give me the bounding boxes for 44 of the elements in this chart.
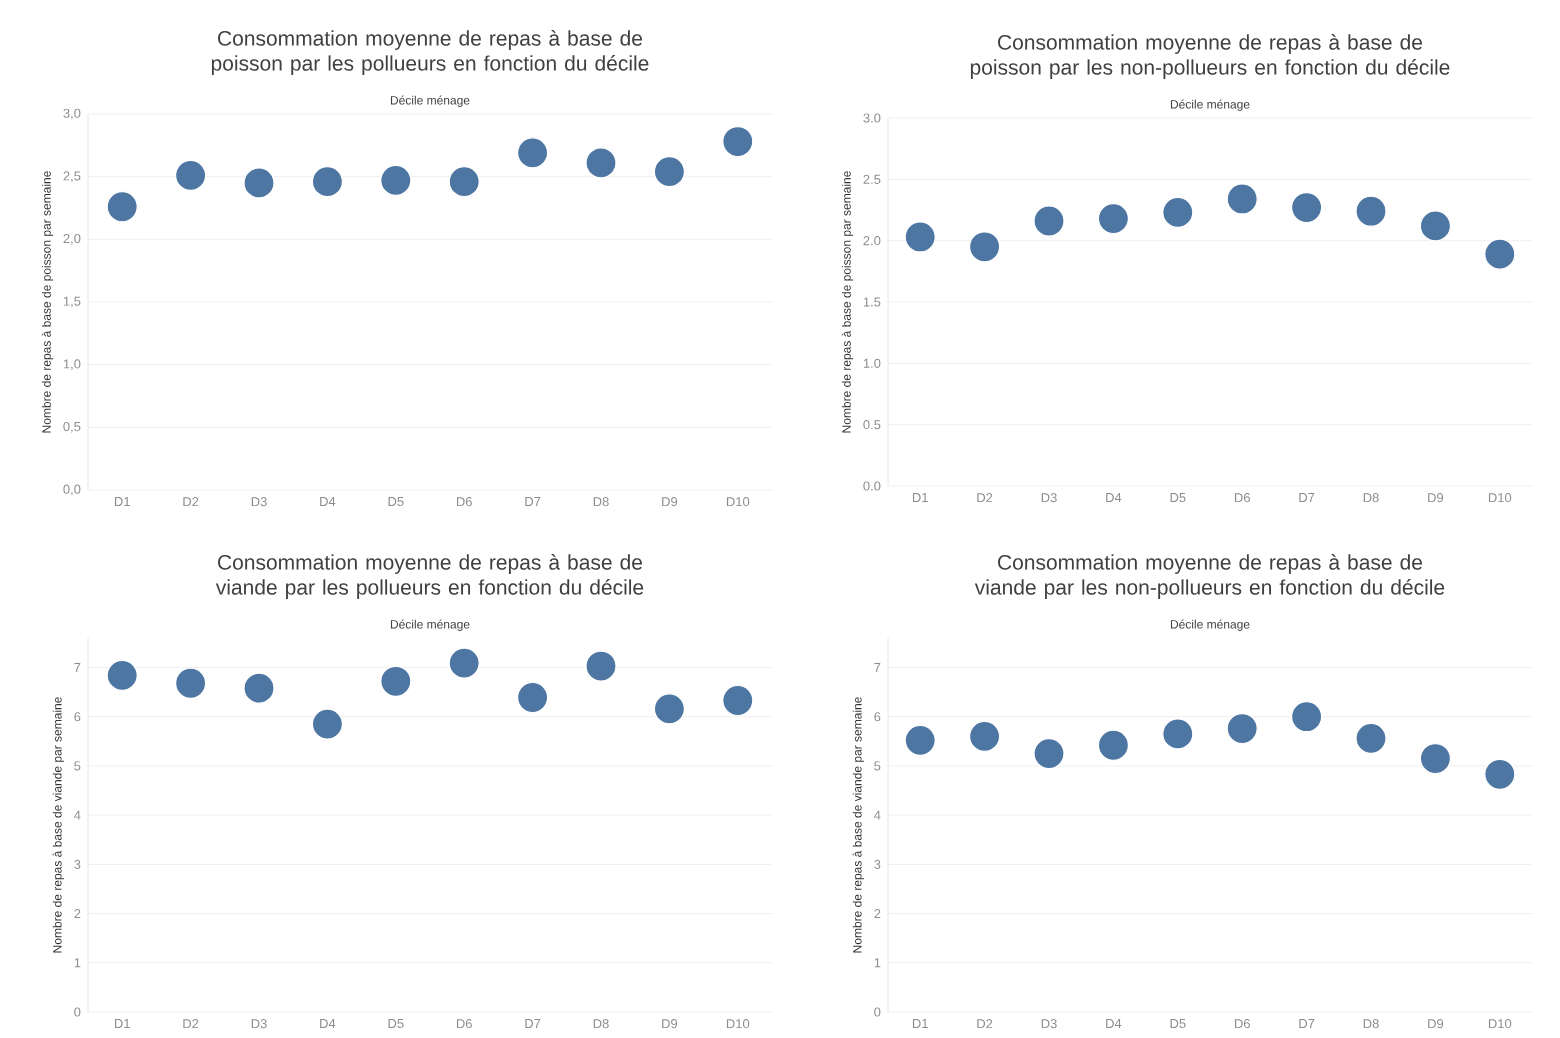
point: [653, 156, 685, 188]
point: [969, 720, 1001, 752]
point: [1291, 191, 1323, 224]
point: [311, 166, 344, 198]
point: [1033, 205, 1065, 237]
point: [653, 693, 685, 725]
point: [243, 672, 275, 704]
point: [1355, 722, 1387, 754]
point: [1226, 712, 1258, 745]
chart-title: Consommation moyenne de repas à base de viande par les non-pollueurs en fonction du décile: [974, 554, 1445, 599]
point: [722, 125, 754, 158]
point: [517, 137, 549, 169]
point: [1291, 701, 1323, 733]
point: [448, 647, 480, 679]
point: [904, 724, 936, 756]
chart-title: Consommation moyenne de repas à base de viande par les pollueurs en fonction du décile: [215, 554, 644, 599]
point: [380, 665, 412, 697]
point: [243, 167, 275, 199]
point: [1097, 729, 1129, 761]
point: [1484, 758, 1516, 790]
point: [311, 708, 343, 740]
point: [722, 684, 754, 717]
point: [1033, 738, 1065, 770]
point: [1355, 195, 1387, 227]
point: [175, 159, 207, 191]
point: [585, 650, 617, 682]
point: [585, 147, 617, 179]
point: [448, 166, 480, 198]
point: [1097, 202, 1129, 235]
point: [1484, 238, 1516, 270]
point: [106, 191, 138, 223]
point: [1419, 210, 1451, 242]
point: [1419, 742, 1451, 775]
point: [175, 667, 207, 699]
point: [106, 659, 138, 691]
point: [1162, 718, 1194, 750]
point: [904, 221, 936, 253]
point: [380, 164, 412, 197]
point: [969, 231, 1001, 263]
chart-title: Consommation moyenne de repas à base de poisson par les non-pollueurs en fonction du décile: [970, 34, 1450, 79]
point: [1226, 183, 1258, 215]
point: [517, 681, 549, 714]
point: [1162, 196, 1194, 229]
chart-title: Consommation moyenne de repas à base de poisson par les pollueurs en fonction du décile: [211, 30, 649, 75]
